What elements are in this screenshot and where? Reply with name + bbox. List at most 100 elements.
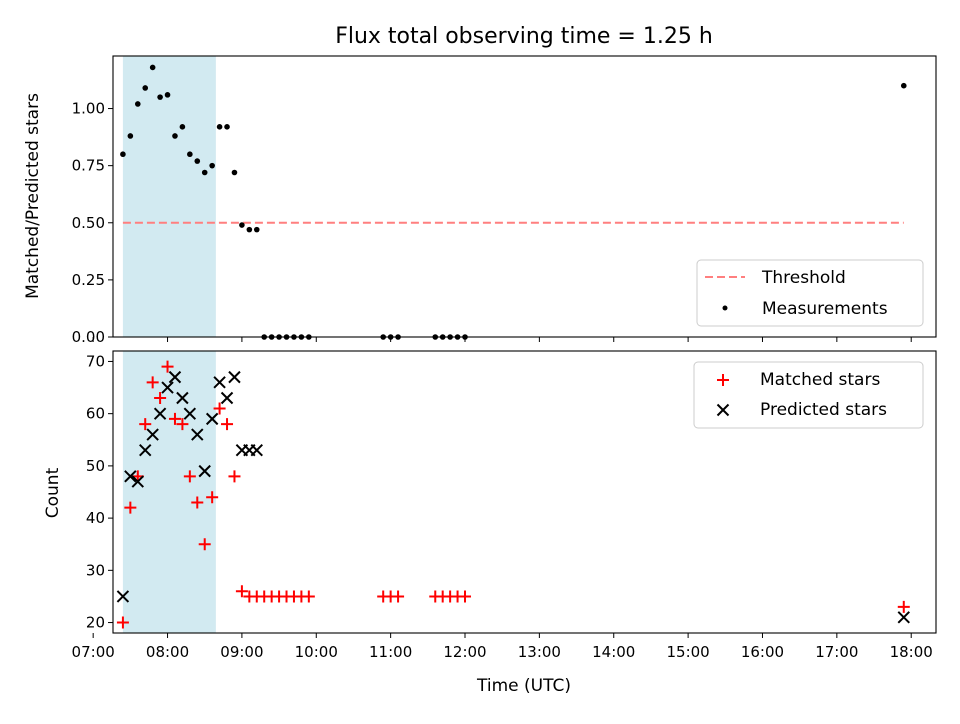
- predicted-star-point: [161, 381, 174, 394]
- matched-star-point: [235, 585, 248, 598]
- bottom-y-tick-label: 20: [86, 614, 105, 632]
- top-y-tick-label: 1.00: [72, 100, 105, 118]
- chart-frame-layer: 0.00 0.25 0.50 0.75 1.00 07:00 08:00 09:00 10:00…: [72, 55, 937, 661]
- measurement-point: [201, 169, 208, 176]
- chart-title: Flux total observing time = 1.25 h: [335, 24, 713, 49]
- matched-star-point: [228, 470, 241, 483]
- predicted-star-point: [116, 590, 130, 603]
- matched-star-point: [206, 491, 219, 504]
- bottom-y-tick-label: 50: [86, 457, 105, 475]
- legend-measurements-label: Measurements: [762, 299, 888, 319]
- predicted-star-point: [198, 464, 211, 478]
- x-tick-label: 11:00: [369, 643, 412, 661]
- matched-star-point: [302, 590, 315, 603]
- top-y-tick-label: 0.50: [72, 214, 105, 232]
- predicted-star-point: [139, 444, 152, 457]
- measurement-point: [142, 85, 149, 91]
- legend-predicted-label: Predicted stars: [760, 400, 887, 420]
- predicted-star-point: [205, 412, 219, 426]
- top-y-tick-label: 0.00: [72, 328, 105, 346]
- measurement-point: [164, 92, 171, 98]
- top-legend-box: [696, 259, 924, 327]
- legend-measurements-swatch: [722, 305, 728, 311]
- legend-matched-label: Matched stars: [760, 370, 880, 390]
- matched-star-point: [176, 418, 189, 431]
- top-plot-frame: [112, 55, 937, 338]
- predicted-star-point: [176, 391, 189, 405]
- predicted-star-point: [250, 444, 263, 457]
- measurement-point: [157, 94, 163, 100]
- x-axis-label: Time (UTC): [476, 676, 571, 696]
- chart-legend-layer: Threshold Measurements Matched stars Predic…: [693, 259, 924, 429]
- legend-threshold-label: Threshold: [761, 268, 846, 288]
- x-tick-label: 07:00: [72, 643, 115, 661]
- matched-star-point: [161, 360, 174, 373]
- predicted-star-point: [153, 407, 167, 420]
- chart-marks-layer: [116, 64, 910, 629]
- measurement-point: [246, 226, 253, 233]
- x-tick-label: 08:00: [146, 643, 189, 661]
- matched-star-point: [124, 501, 137, 514]
- x-tick-label: 17:00: [815, 643, 858, 661]
- measurement-point: [216, 124, 223, 130]
- legend-predicted-swatch: [716, 403, 730, 417]
- measurement-point: [209, 162, 215, 169]
- predicted-star-point: [220, 391, 234, 405]
- bottom-plot-frame: [112, 350, 937, 634]
- matched-star-point: [221, 418, 234, 431]
- measurement-point: [239, 222, 245, 228]
- predicted-star-point: [168, 370, 182, 384]
- matched-star-point: [459, 590, 472, 603]
- matched-star-point: [146, 376, 159, 389]
- measurement-point: [194, 158, 201, 164]
- matched-star-point: [139, 418, 152, 431]
- x-tick-label: 13:00: [518, 643, 561, 661]
- x-tick-label: 10:00: [295, 643, 338, 661]
- matched-star-point: [168, 412, 181, 425]
- predicted-star-point: [146, 428, 159, 441]
- bottom-y-axis-label: Count: [43, 467, 63, 518]
- predicted-star-point: [213, 376, 226, 389]
- bottom-y-tick-label: 40: [86, 509, 105, 527]
- measurement-point: [224, 124, 230, 130]
- x-tick-label: 16:00: [741, 643, 784, 661]
- top-observing-span: [122, 56, 216, 337]
- predicted-star-point: [131, 475, 144, 488]
- measurement-point: [172, 133, 178, 139]
- x-tick-label: 15:00: [666, 643, 709, 661]
- measurement-point: [120, 151, 126, 158]
- matched-star-point: [116, 616, 129, 629]
- chart-background-layer: [122, 56, 216, 633]
- matched-star-point: [154, 392, 167, 404]
- measurement-point: [179, 124, 186, 130]
- matched-star-point: [213, 402, 226, 415]
- top-y-axis-label: Matched/Predicted stars: [23, 93, 43, 299]
- predicted-star-point: [228, 370, 241, 384]
- legend-matched-swatch: [717, 374, 729, 386]
- bottom-legend-box: [693, 361, 924, 429]
- bottom-y-tick-label: 60: [86, 405, 105, 423]
- matched-star-point: [191, 496, 204, 509]
- x-tick-label: 14:00: [592, 643, 635, 661]
- bottom-y-tick-label: 30: [86, 561, 105, 579]
- measurement-point: [134, 101, 141, 107]
- top-y-tick-label: 0.25: [72, 271, 105, 289]
- matched-star-point: [183, 470, 196, 483]
- top-y-tick-label: 0.75: [72, 157, 105, 175]
- predicted-star-point: [124, 470, 137, 483]
- measurement-point: [231, 169, 238, 176]
- predicted-star-point: [183, 407, 197, 420]
- measurement-point: [253, 226, 260, 233]
- bottom-observing-span: [122, 351, 216, 633]
- matched-star-point: [392, 590, 405, 603]
- x-tick-label: 12:00: [443, 643, 486, 661]
- predicted-star-point: [897, 611, 910, 624]
- bottom-y-tick-label: 70: [86, 352, 105, 370]
- measurement-point: [187, 151, 193, 158]
- x-tick-label: 09:00: [220, 643, 263, 661]
- matched-star-point: [198, 538, 211, 551]
- measurement-point: [127, 133, 134, 139]
- measurement-point: [149, 64, 156, 71]
